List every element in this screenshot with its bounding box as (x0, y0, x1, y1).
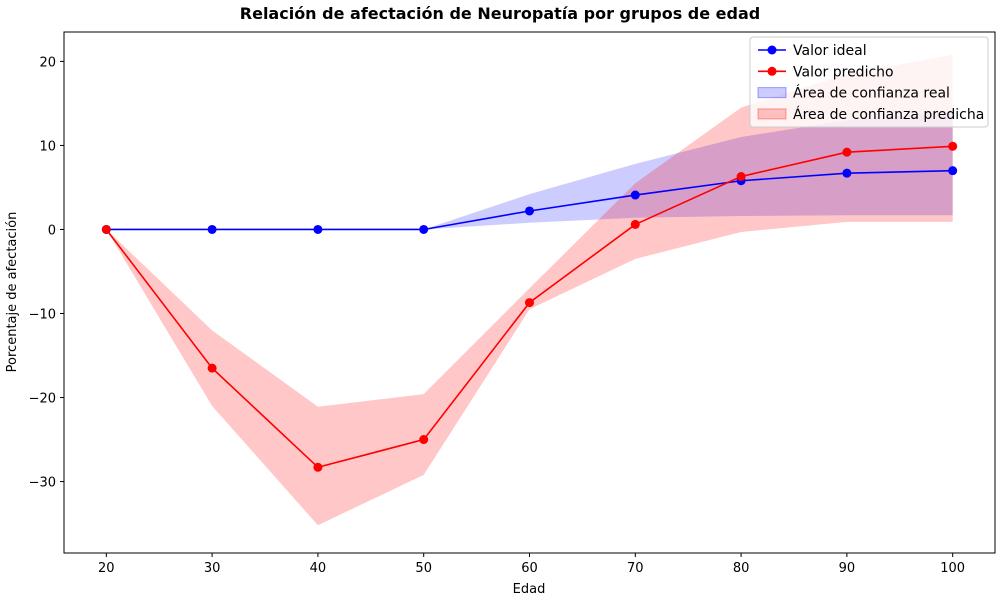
y-tick-label: 10 (39, 139, 56, 154)
data-point (207, 224, 217, 234)
legend-label: Valor ideal (793, 43, 867, 59)
legend-patch-swatch (757, 87, 787, 99)
x-tick-label: 30 (204, 561, 221, 576)
legend-label: Valor predicho (793, 64, 894, 80)
data-point (736, 172, 746, 182)
data-point (101, 224, 111, 234)
y-axis-label: Porcentaje de afectación (5, 212, 20, 373)
data-point (948, 166, 958, 176)
data-point (525, 298, 534, 308)
data-point (525, 206, 534, 216)
x-tick-label: 50 (415, 561, 432, 576)
x-tick-label: 80 (733, 561, 750, 576)
x-tick-label: 60 (521, 561, 538, 576)
legend-marker (767, 66, 777, 76)
x-tick-label: 40 (310, 561, 327, 576)
y-axis-ticks: −30 −20 −10 0 10 20 (29, 55, 64, 491)
data-point (419, 224, 429, 234)
legend: Valor ideal Valor predicho Área de confian… (749, 36, 989, 128)
data-point (313, 224, 323, 234)
data-point (207, 363, 217, 373)
data-point (842, 168, 852, 178)
legend-patch-swatch (757, 108, 787, 120)
y-tick-label: 20 (39, 55, 56, 70)
legend-label: Área de confianza real (793, 85, 950, 102)
x-axis-ticks: 20 30 40 50 60 70 80 90 100 (98, 553, 965, 576)
legend-marker (767, 45, 777, 55)
y-tick-label: −30 (29, 476, 56, 491)
series-points (101, 141, 958, 472)
x-tick-label: 20 (98, 561, 115, 576)
data-point (419, 435, 429, 445)
data-point (630, 219, 640, 229)
legend-box (749, 36, 989, 128)
y-tick-label: 0 (48, 223, 56, 238)
data-point (948, 141, 958, 151)
data-point (630, 190, 640, 200)
x-tick-label: 100 (940, 561, 965, 576)
legend-label: Área de confianza predicha (793, 106, 984, 123)
y-tick-label: −20 (29, 392, 56, 407)
data-point (842, 147, 852, 157)
x-tick-label: 90 (839, 561, 856, 576)
data-point (313, 462, 323, 472)
x-tick-label: 70 (627, 561, 644, 576)
chart-title: Relación de afectación de Neuropatía por… (240, 4, 760, 23)
confidence-band-1 (106, 111, 953, 230)
x-axis-label: Edad (513, 582, 546, 597)
y-tick-label: −10 (29, 308, 56, 323)
